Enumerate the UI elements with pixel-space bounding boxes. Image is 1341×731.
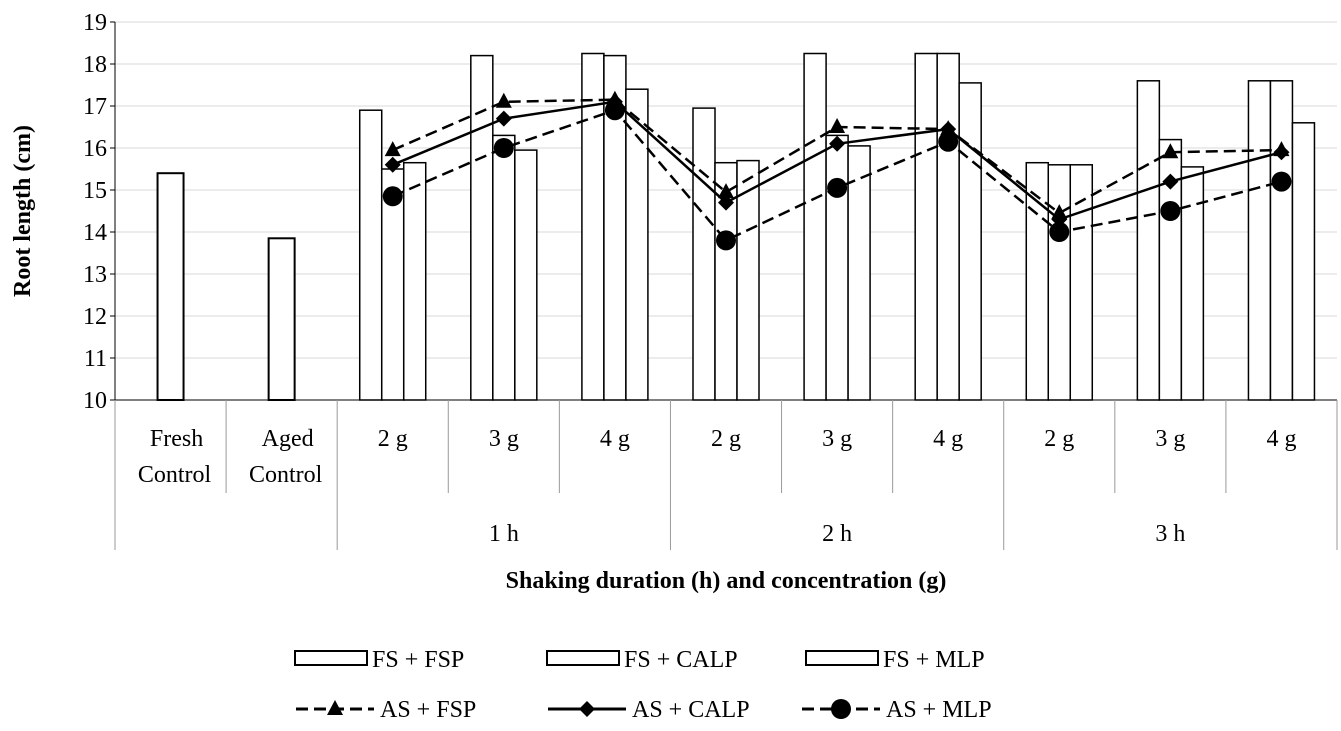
y-tick-label: 14 [83, 220, 107, 246]
marker-circle [493, 138, 514, 158]
marker-circle [716, 230, 736, 251]
bar [803, 52, 827, 401]
bar [1291, 122, 1316, 401]
bar [470, 54, 494, 401]
y-tick-label: 15 [83, 178, 107, 204]
bar [1136, 80, 1161, 401]
legend-swatch [805, 650, 879, 666]
bar [958, 82, 982, 401]
marker-circle [1271, 171, 1292, 192]
x-category-label: 4 g [933, 426, 963, 452]
bar [736, 159, 760, 401]
x-category-label: 2 g [378, 426, 408, 452]
y-tick-label: 18 [83, 52, 107, 78]
bar [1269, 80, 1294, 401]
legend-swatch [294, 650, 368, 666]
legend-label: AS + MLP [886, 697, 992, 723]
x-category-label: 4 g [600, 426, 630, 452]
x-axis-title: Shaking duration (h) and concentration (… [506, 568, 947, 594]
marker-triangle [718, 183, 734, 199]
y-tick-label: 19 [83, 10, 107, 36]
legend-label: FS + MLP [883, 647, 985, 673]
marker-circle [827, 177, 848, 198]
marker-circle [604, 100, 625, 121]
marker-triangle [384, 141, 401, 157]
bar [847, 145, 871, 401]
bar-control [156, 172, 185, 401]
y-tick-label: 17 [83, 94, 107, 120]
y-tick-label: 13 [83, 262, 107, 288]
marker-circle [1049, 222, 1070, 242]
marker-triangle [495, 92, 512, 108]
marker-circle [831, 699, 851, 719]
marker-diamond [384, 156, 401, 173]
x-category-label: 3 g [1155, 426, 1185, 452]
marker-triangle [1162, 143, 1179, 159]
marker-triangle [829, 118, 846, 133]
bar-control [267, 237, 296, 401]
x-category-label: 2 g [1044, 426, 1074, 452]
x-category-label: Control [138, 462, 212, 488]
bar [825, 134, 849, 401]
legend-label: FS + FSP [372, 647, 464, 673]
bar [358, 109, 383, 401]
y-tick-label: 11 [84, 346, 107, 372]
x-category-label: 2 g [711, 426, 741, 452]
bar [1047, 164, 1072, 401]
legend-swatch [546, 650, 620, 666]
x-category-label: Aged [262, 426, 314, 452]
bar [625, 88, 649, 401]
bar [514, 149, 538, 401]
y-tick-label: 10 [83, 388, 107, 414]
legend-label: AS + FSP [380, 697, 476, 723]
y-tick-label: 12 [83, 304, 107, 330]
bar [1247, 80, 1272, 401]
x-group-label: 3 h [1155, 521, 1185, 547]
marker-circle [382, 186, 403, 207]
y-tick-label: 16 [83, 136, 107, 162]
y-axis-title: Root length (cm) [10, 125, 36, 297]
bar [692, 107, 716, 401]
x-category-label: 3 g [822, 426, 852, 452]
bar [492, 134, 516, 401]
x-group-label: 2 h [822, 521, 852, 547]
x-group-label: 1 h [489, 521, 519, 547]
bar [402, 161, 427, 401]
bar [1069, 164, 1094, 401]
marker-diamond [718, 194, 734, 211]
marker-triangle [327, 700, 343, 715]
x-category-label: 3 g [489, 426, 519, 452]
bar [914, 52, 938, 401]
legend-label: AS + CALP [632, 697, 750, 723]
x-category-label: 4 g [1266, 426, 1296, 452]
marker-diamond [829, 135, 846, 152]
legend-label: FS + CALP [624, 647, 738, 673]
bar [936, 52, 960, 401]
marker-diamond [1273, 144, 1290, 161]
marker-circle [938, 131, 959, 152]
x-category-label: Fresh [150, 426, 203, 452]
marker-circle [1160, 201, 1181, 221]
bar [1180, 166, 1205, 401]
marker-diamond [1162, 173, 1179, 190]
x-category-label: Control [249, 462, 323, 488]
marker-diamond [495, 110, 512, 127]
marker-diamond [579, 701, 595, 717]
bar [1025, 161, 1050, 401]
